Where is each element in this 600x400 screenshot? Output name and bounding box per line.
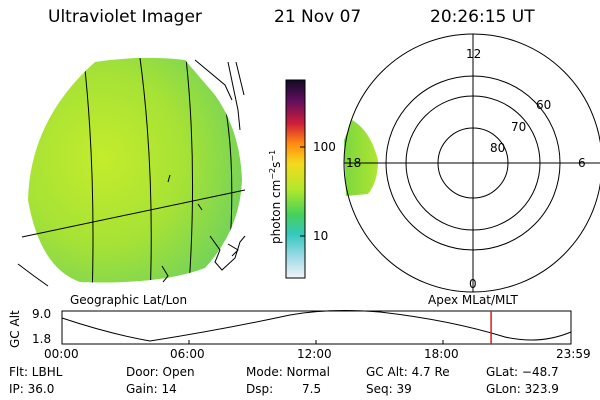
date-label: 21 Nov 07 bbox=[274, 7, 362, 27]
polar-label-18: 18 bbox=[346, 156, 362, 170]
info-ip: IP: 36.0 bbox=[9, 382, 55, 396]
timeline-tick-2: 12:00 bbox=[297, 347, 332, 361]
timeline-axis-label: GC Alt bbox=[8, 310, 22, 348]
colorbar-tick-100: 100 bbox=[313, 140, 336, 154]
info-mode: Mode: Normal bbox=[246, 365, 330, 379]
info-gain: Gain: 14 bbox=[126, 382, 177, 396]
polar-label-12: 12 bbox=[466, 47, 482, 61]
timeline-ymin: 1.8 bbox=[32, 332, 52, 346]
info-flt: Flt: LBHL bbox=[9, 365, 63, 379]
unit-exp-2: −1 bbox=[268, 149, 277, 162]
timeline-tick-0: 00:00 bbox=[44, 347, 79, 361]
colorbar bbox=[285, 79, 306, 279]
altitude-curve bbox=[61, 310, 572, 342]
timeline-tick-1: 06:00 bbox=[170, 347, 205, 361]
colorbar-tick-10: 10 bbox=[313, 229, 329, 243]
timeline-ymax: 9.0 bbox=[32, 307, 52, 321]
app-title: Ultraviolet Imager bbox=[48, 7, 202, 27]
info-seq: Seq: 39 bbox=[366, 382, 412, 396]
coastline-outline bbox=[17, 59, 246, 287]
timeline-tick-3: 18:00 bbox=[424, 347, 459, 361]
polar-label-80: 80 bbox=[490, 141, 506, 155]
unit-base: photon cm bbox=[269, 179, 283, 244]
earth-disc bbox=[28, 57, 242, 283]
colorbar-ticks bbox=[300, 146, 305, 237]
polar-label-60: 60 bbox=[536, 98, 552, 112]
timeline-ticks bbox=[61, 340, 572, 344]
polar-plot bbox=[343, 33, 600, 293]
info-gcalt: GC Alt: 4.7 Re bbox=[366, 365, 450, 379]
info-glon: GLon: 323.9 bbox=[486, 382, 559, 396]
polar-label-70: 70 bbox=[511, 120, 527, 134]
apex-label: Apex MLat/MLT bbox=[428, 293, 518, 307]
info-glat: GLat: −48.7 bbox=[486, 365, 559, 379]
timeline-tick-4: 23:59 bbox=[556, 347, 591, 361]
unit-mid: s bbox=[269, 161, 283, 168]
info-door: Door: Open bbox=[126, 365, 195, 379]
polar-label-6: 6 bbox=[578, 156, 586, 170]
polar-label-0: 0 bbox=[469, 277, 477, 291]
colorbar-unit-label: photon cm−2s−1 bbox=[268, 150, 283, 244]
unit-exp-1: −2 bbox=[268, 167, 277, 180]
geographic-label: Geographic Lat/Lon bbox=[70, 293, 188, 307]
latitude-line bbox=[21, 189, 246, 238]
info-dsp-label: Dsp: bbox=[246, 382, 274, 396]
info-dsp-value: 7.5 bbox=[302, 382, 322, 396]
time-label: 20:26:15 UT bbox=[430, 7, 535, 27]
